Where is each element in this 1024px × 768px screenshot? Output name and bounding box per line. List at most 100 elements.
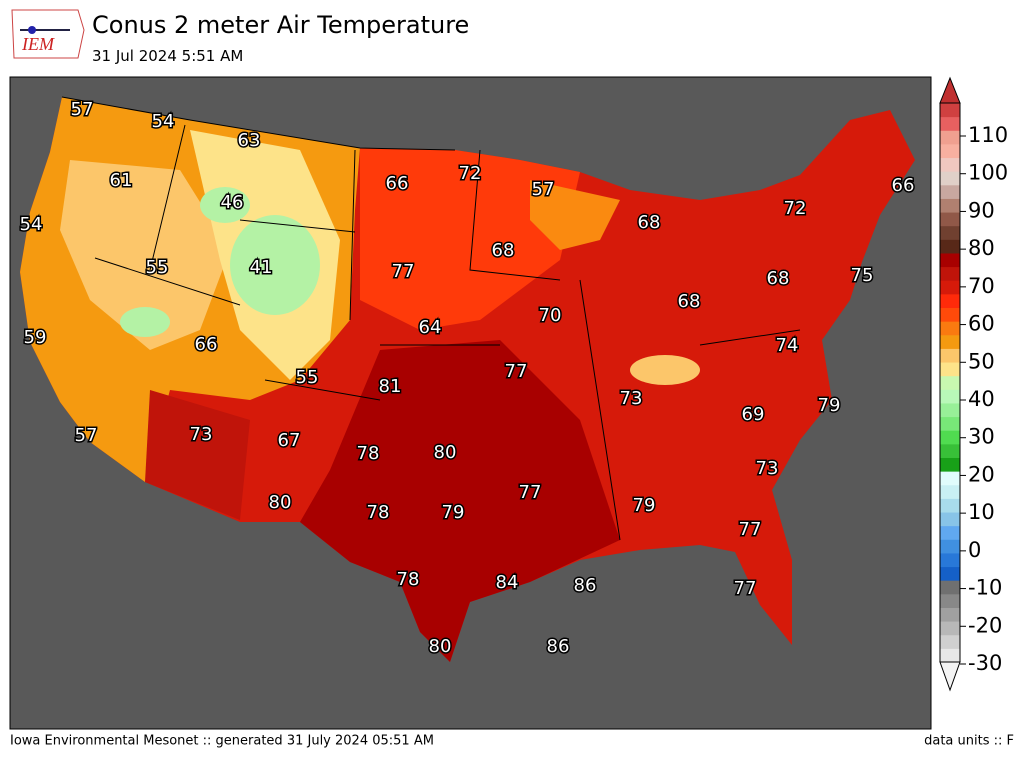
colorbar-swatch [940, 498, 960, 513]
colorbar-tick-label: 50 [968, 349, 995, 373]
colorbar-swatch [940, 171, 960, 186]
colorbar-swatch [940, 130, 960, 145]
station-value: 66 [195, 334, 218, 355]
subtitle: 31 Jul 2024 5:51 AM [92, 47, 243, 65]
region-hottest [300, 340, 620, 662]
region-warm2 [530, 180, 620, 250]
colorbar-swatch [940, 212, 960, 227]
colorbar-swatch [940, 471, 960, 486]
station-value: 61 [110, 170, 133, 191]
station-value: 73 [620, 388, 643, 409]
footer-right: data units :: F [924, 734, 1014, 749]
station-value: 57 [75, 425, 98, 446]
station-value: 41 [250, 257, 273, 278]
station-value: 70 [539, 305, 562, 326]
station-value: 77 [505, 361, 528, 382]
station-value: 78 [397, 569, 420, 590]
colorbar-swatch [940, 116, 960, 131]
region-cold [200, 187, 250, 223]
station-value: 57 [532, 179, 555, 200]
station-value: 74 [776, 335, 799, 356]
colorbar-tick-label: 110 [968, 123, 1008, 147]
station-value: 55 [146, 257, 169, 278]
station-value: 86 [574, 575, 597, 596]
station-value: 66 [892, 175, 915, 196]
station-value: 68 [492, 240, 515, 261]
title: Conus 2 meter Air Temperature [92, 11, 469, 39]
station-value: 68 [678, 291, 701, 312]
colorbar-swatch [940, 634, 960, 649]
colorbar-swatch [940, 512, 960, 527]
station-value: 80 [269, 492, 292, 513]
station-value: 77 [392, 261, 415, 282]
station-value: 73 [190, 424, 213, 445]
logo: IEM [11, 9, 85, 59]
station-value: 72 [459, 163, 482, 184]
station-value: 68 [767, 268, 790, 289]
station-value: 72 [784, 198, 807, 219]
colorbar-swatch [940, 416, 960, 431]
colorbar-cap [939, 661, 961, 692]
colorbar-swatch [940, 430, 960, 445]
colorbar-tick-label: 10 [968, 500, 995, 524]
station-value: 67 [278, 430, 301, 451]
colorbar-swatch [940, 143, 960, 159]
colorbar-swatch [940, 239, 960, 254]
station-value: 57 [71, 99, 94, 120]
colorbar-tick-label: 90 [968, 198, 995, 222]
colorbar-tick-label: -30 [968, 651, 1002, 675]
colorbar-swatch [940, 621, 960, 636]
colorbar-tick-label: 20 [968, 462, 995, 486]
station-value: 81 [379, 376, 402, 397]
colorbar-frame [939, 102, 961, 663]
colorbar-swatch [940, 389, 960, 404]
map: 57 54 63 61 46 54 66 72 57 68 72 66 41 55 77 68 68 75 59 66… [18, 96, 916, 662]
region-mild [60, 160, 230, 350]
colorbar-swatch [940, 402, 960, 418]
station-value: 73 [756, 458, 779, 479]
colorbar-swatch [940, 525, 960, 540]
region-hot [360, 148, 580, 330]
colorbar-swatch [940, 593, 960, 608]
station-value: 46 [221, 192, 244, 213]
colorbar-swatch [940, 266, 960, 281]
colorbar-swatch [940, 348, 960, 363]
colorbar-swatch [940, 484, 960, 499]
colorbar-swatch [940, 607, 960, 622]
colorbar-swatch [940, 334, 960, 349]
station-value: 63 [238, 130, 261, 151]
region-mild2 [630, 355, 700, 385]
station-value: 64 [419, 317, 442, 338]
station-value: 55 [296, 367, 319, 388]
station-value: 66 [386, 173, 409, 194]
station-value: 84 [496, 572, 519, 593]
station-value: 75 [851, 265, 874, 286]
station-value: 79 [818, 395, 841, 416]
colorbar-swatch [940, 184, 960, 199]
station-value: 77 [519, 482, 542, 503]
region-desert [145, 390, 250, 520]
station-value: 77 [734, 578, 757, 599]
colorbar-cap [939, 76, 961, 104]
colorbar-tick-label: 100 [968, 161, 1008, 185]
colorbar-tick-label: 60 [968, 312, 995, 336]
colorbar-swatch [940, 552, 960, 568]
colorbar-swatch [940, 225, 960, 240]
colorbar-swatch [940, 457, 960, 472]
colorbar-swatch [940, 539, 960, 554]
colorbar-tick-label: 30 [968, 425, 995, 449]
colorbar-swatch [940, 280, 960, 295]
station-value: 78 [357, 443, 380, 464]
station-value: 77 [739, 519, 762, 540]
colorbar-swatch [940, 252, 960, 268]
footer-left: Iowa Environmental Mesonet :: generated … [10, 734, 434, 749]
colorbar-swatch [940, 648, 960, 663]
colorbar-swatch [940, 293, 960, 309]
region-cold [230, 215, 320, 315]
colorbar-swatch [940, 307, 960, 322]
colorbar-tick-label: 0 [968, 538, 981, 562]
colorbar-swatch [940, 443, 960, 458]
station-value: 59 [24, 327, 47, 348]
